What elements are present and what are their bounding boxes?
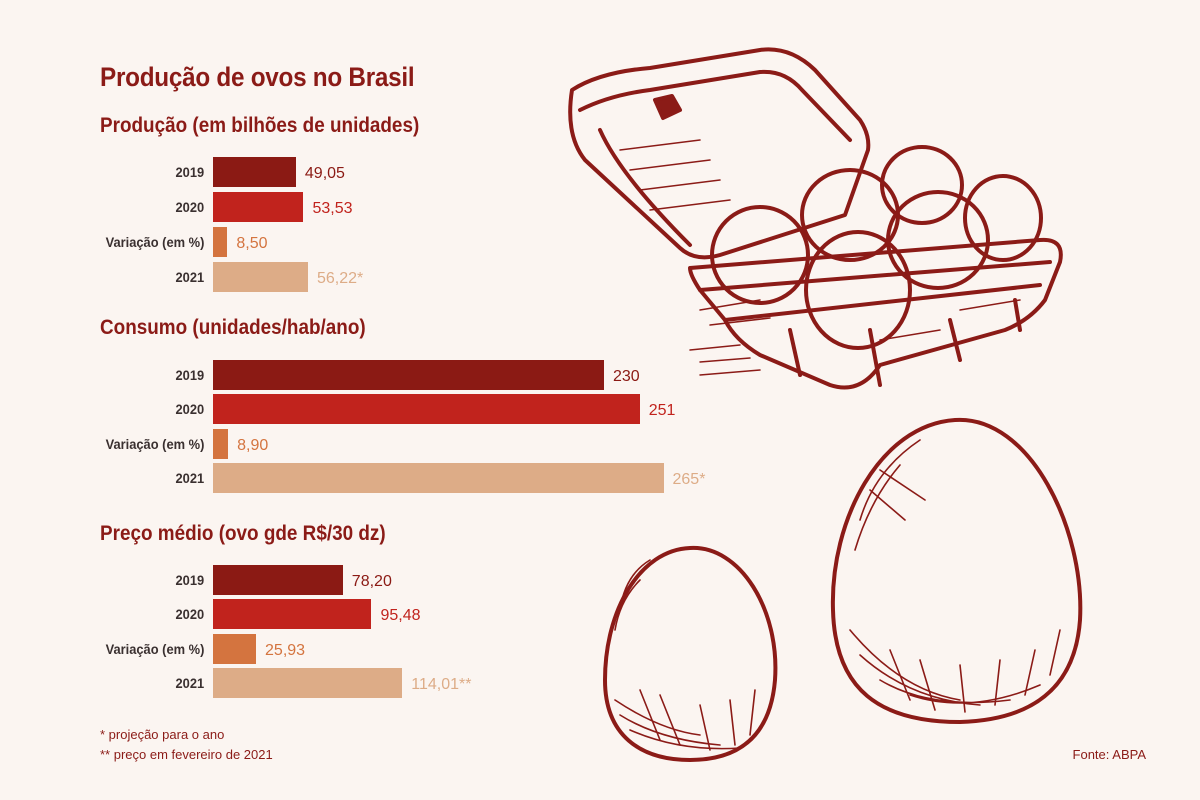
category-label: Variação (em %)	[105, 436, 204, 452]
bar	[213, 360, 604, 390]
bar	[213, 227, 228, 257]
bar	[213, 565, 343, 595]
category-label: 2020	[175, 401, 204, 417]
data-label: 53,53	[312, 200, 353, 217]
category-label: Variação (em %)	[105, 234, 204, 250]
egg-carton-icon	[568, 47, 1063, 390]
bar	[213, 599, 372, 629]
chart-title: Produção (em bilhões de unidades)	[100, 114, 420, 137]
data-label: 25,93	[265, 642, 306, 659]
page-title: Produção de ovos no Brasil	[100, 62, 415, 92]
category-label: 2021	[175, 269, 204, 285]
data-label: 8,50	[236, 235, 268, 252]
bar	[213, 394, 640, 424]
category-label: 2019	[175, 572, 204, 588]
footnote-projection: * projeção para o ano	[100, 727, 225, 742]
data-label: 8,90	[237, 437, 269, 454]
chart-title: Consumo (unidades/hab/ano)	[100, 316, 366, 339]
bar	[213, 262, 308, 292]
category-label: 2019	[175, 367, 204, 383]
data-label: 265*	[672, 471, 706, 488]
chart-title: Preço médio (ovo gde R$/30 dz)	[100, 522, 386, 545]
data-label: 78,20	[351, 573, 392, 590]
category-label: 2020	[175, 606, 204, 622]
category-label: 2021	[175, 675, 204, 691]
bar	[213, 668, 403, 698]
data-label: 56,22*	[317, 270, 364, 287]
bar	[213, 192, 304, 222]
footnote-price: ** preço em fevereiro de 2021	[100, 747, 273, 762]
bar	[213, 157, 296, 187]
data-label: 230	[613, 368, 640, 385]
category-label: 2019	[175, 164, 204, 180]
bar	[213, 463, 664, 493]
source-note: Fonte: ABPA	[1072, 747, 1146, 762]
data-label: 95,48	[380, 607, 421, 624]
egg-icon	[603, 545, 778, 762]
data-label: 49,05	[304, 165, 345, 182]
data-label: 114,01**	[411, 676, 472, 693]
egg-icon	[830, 417, 1083, 724]
bar	[213, 634, 257, 664]
category-label: 2020	[175, 199, 204, 215]
category-label: 2021	[175, 470, 204, 486]
data-label: 251	[648, 402, 676, 419]
category-label: Variação (em %)	[105, 641, 204, 657]
bar	[213, 429, 229, 459]
